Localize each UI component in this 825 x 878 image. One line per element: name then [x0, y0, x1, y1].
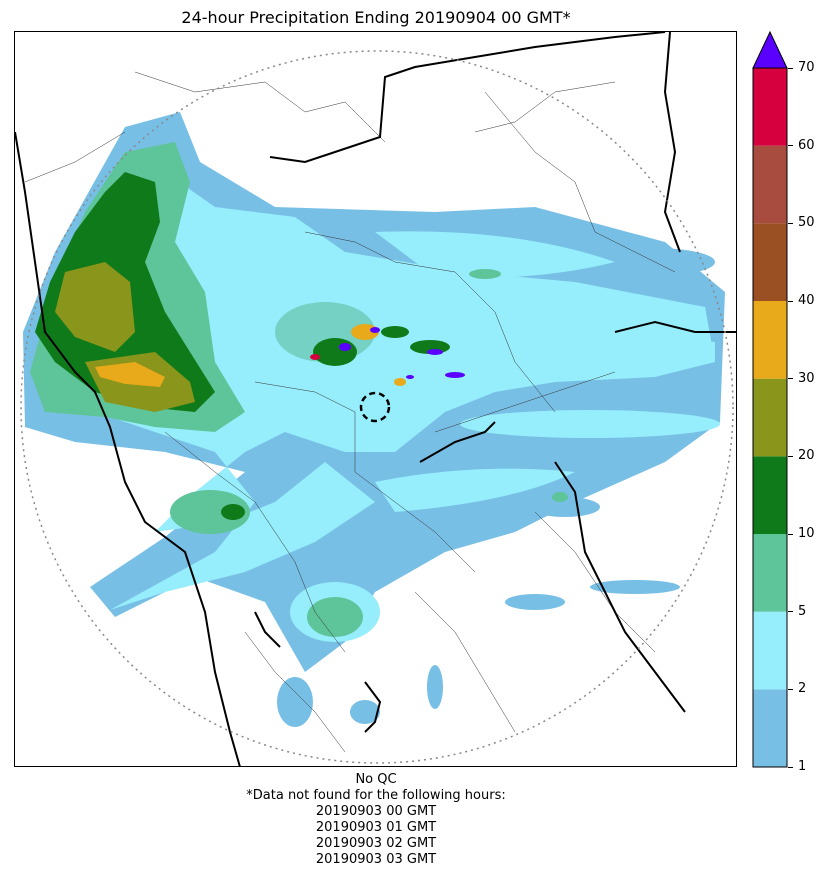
missing-hour: 20190903 01 GMT [315, 820, 437, 835]
precip-layer-30-40 [95, 362, 165, 387]
chart-title: 24-hour Precipitation Ending 20190904 00… [181, 8, 571, 27]
colorbar-segment [753, 534, 787, 612]
colorbar-tick-label: 70 [798, 60, 815, 75]
colorbar-tick-mark [788, 533, 793, 535]
colorbar-svg [752, 30, 788, 768]
colorbar-extend-triangle [752, 30, 788, 69]
colorbar-segment [753, 145, 787, 224]
colorbar-tick-label: 60 [798, 137, 815, 153]
colorbar-tick-label: 40 [798, 293, 815, 308]
missing-hour: 20190903 02 GMT [315, 836, 437, 851]
radar-map [14, 31, 737, 767]
radar-range-circle [20, 50, 734, 764]
qc-note: No QC [355, 772, 397, 787]
colorbar-tick-mark [788, 455, 793, 457]
colorbar-segment [753, 223, 787, 301]
colorbar-segment [753, 68, 787, 146]
colorbar-tick-label: 50 [798, 215, 815, 231]
colorbar-segment [753, 611, 787, 690]
colorbar-tick-mark [788, 145, 793, 147]
colorbar-tick-mark [788, 766, 793, 768]
missing-hour: 20190903 00 GMT [315, 804, 437, 819]
colorbar-tick-mark [788, 300, 793, 302]
radar-site-marker [359, 391, 391, 423]
colorbar-segment [753, 378, 787, 457]
colorbar-tick-label: 1 [798, 759, 807, 774]
precipitation-map-svg [15, 32, 736, 766]
colorbar-tick-label: 20 [798, 448, 815, 464]
colorbar-border [752, 67, 788, 768]
colorbar-tick-mark [788, 222, 793, 224]
missing-hour: 20190903 03 GMT [315, 852, 437, 867]
colorbar [752, 30, 788, 768]
colorbar-tick-label: 10 [798, 526, 815, 541]
colorbar-tick-mark [788, 611, 793, 613]
storm-cells [310, 324, 465, 386]
colorbar-tick-mark [788, 688, 793, 690]
colorbar-tick-label: 2 [798, 681, 807, 697]
colorbar-tick-label: 30 [798, 370, 815, 386]
missing-data-note: *Data not found for the following hours: [246, 788, 506, 803]
footer-notes: No QC *Data not found for the following … [0, 772, 752, 868]
colorbar-segment [753, 456, 787, 534]
colorbar-segment [753, 689, 787, 767]
state-boundaries [15, 32, 736, 766]
colorbar-tick-mark [788, 67, 793, 69]
colorbar-tick-mark [788, 378, 793, 380]
colorbar-tick-label: 5 [798, 603, 807, 619]
colorbar-segment [753, 301, 787, 379]
district-boundaries [24, 71, 676, 753]
